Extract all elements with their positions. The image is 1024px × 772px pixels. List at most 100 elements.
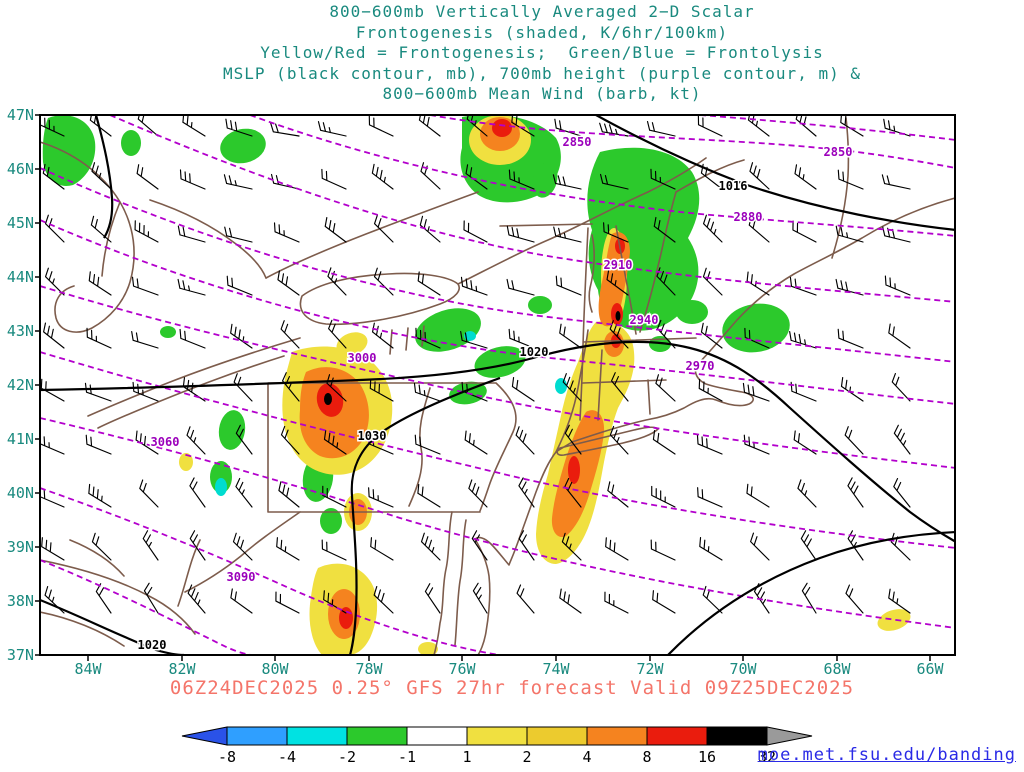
wind-barb	[884, 275, 911, 296]
wind-barb	[606, 270, 629, 296]
wind-barb	[132, 381, 159, 402]
site-link[interactable]: moe.met.fsu.edu/banding	[757, 745, 1016, 765]
wind-barb	[373, 214, 394, 243]
wind-barb	[835, 225, 864, 243]
mslp-contour-label: 1020	[520, 345, 549, 359]
wind-barb	[652, 430, 676, 455]
wind-barb	[837, 169, 864, 190]
wind-barb	[142, 530, 159, 561]
wind-barb	[746, 271, 770, 296]
wind-barb	[90, 215, 112, 243]
frontogenesis-shading-yellow	[179, 115, 911, 655]
wind-barb	[801, 582, 817, 614]
wind-barb	[837, 328, 864, 349]
lat-tick-label: 46N	[7, 160, 34, 178]
wind-barb	[235, 424, 253, 455]
colorbar-tick-label: -1	[398, 748, 416, 766]
wind-barb	[371, 163, 394, 190]
colorbar-segment	[466, 726, 528, 746]
height-contours-700mb	[40, 115, 955, 655]
wind-barb	[564, 477, 582, 508]
wind-barb	[468, 479, 488, 508]
wind-barb	[794, 164, 817, 190]
colorbar-tick-label: 32	[758, 748, 776, 766]
wind-barb	[748, 215, 770, 243]
wind-barb	[554, 118, 582, 137]
lon-tick-label: 66W	[916, 660, 944, 678]
wind-barb	[230, 588, 253, 614]
wind-barb	[696, 434, 723, 455]
colorbar-tick-label: 2	[522, 748, 531, 766]
colorbar-segment	[586, 726, 648, 746]
wind-barb	[888, 588, 911, 614]
map-content: 2850 2850 2880 2910 2940 2970 3000 3060 …	[40, 115, 955, 655]
wind-barb	[844, 426, 864, 455]
colorbar-tick-label: 16	[698, 748, 716, 766]
wind-barb	[845, 584, 864, 614]
wind-barb	[888, 323, 911, 349]
wind-barb	[506, 278, 535, 296]
wind-barb	[370, 537, 394, 561]
wind-barb	[646, 120, 676, 137]
wind-barb	[317, 121, 347, 137]
wind-barb	[697, 487, 723, 508]
lat-tick-label: 47N	[7, 106, 34, 124]
wind-barb	[793, 430, 817, 455]
wind-barb	[555, 275, 582, 296]
state-borders	[265, 117, 850, 513]
height-contour-label: 2970	[686, 359, 715, 373]
wind-barb	[182, 377, 206, 402]
height-contour-label: 2940	[630, 313, 659, 327]
wind-barb	[88, 483, 112, 508]
wind-barb	[327, 267, 347, 296]
wind-barb	[508, 328, 535, 349]
lat-tick-label: 42N	[7, 376, 34, 394]
height-contour-label: 3000	[348, 351, 377, 365]
wind-barb	[699, 536, 723, 561]
wind-barb	[40, 434, 65, 455]
wind-barb	[698, 378, 723, 402]
wind-barb	[282, 372, 300, 402]
colorbar-tick-label: -2	[338, 748, 356, 766]
wind-barb	[702, 585, 723, 614]
colorbar-segment	[346, 726, 408, 746]
wind-barb	[552, 174, 582, 190]
title-line-4: MSLP (black contour, mb), 700mb height (…	[223, 63, 861, 83]
wind-barb	[177, 225, 206, 243]
title-line-2: Frontogenesis (shaded, K/6hr/100km)	[355, 22, 729, 42]
wind-barb	[700, 322, 723, 349]
wind-barb	[652, 590, 676, 614]
mslp-contour-label: 1016	[719, 179, 748, 193]
colorbar-tick-label: 4	[582, 748, 591, 766]
wind-barb	[559, 323, 582, 349]
wind-barb	[465, 164, 488, 190]
colorbar-segment	[226, 726, 288, 746]
wind-barb	[41, 537, 65, 561]
wind-barb	[789, 276, 817, 296]
wind-barb	[800, 530, 817, 561]
wind-barb	[797, 479, 817, 508]
wind-barb	[795, 115, 817, 137]
wind-barb	[276, 537, 300, 561]
wind-barb	[749, 162, 770, 190]
wind-barb	[553, 226, 582, 243]
wind-barb	[893, 424, 911, 455]
lon-tick-label: 84W	[74, 660, 102, 678]
wind-barb	[189, 477, 206, 508]
wind-barb	[420, 532, 441, 561]
wind-barb	[277, 270, 300, 296]
mslp-contours	[40, 115, 955, 655]
wind-barb	[651, 485, 676, 508]
wind-barb	[881, 174, 911, 190]
wind-barb	[326, 374, 347, 402]
lon-tick-label: 78W	[355, 660, 383, 678]
wind-barb	[562, 373, 582, 402]
wind-barb	[323, 590, 347, 614]
wind-barb	[373, 267, 394, 296]
wind-barb	[89, 115, 112, 137]
lon-axis: 84W 82W 80W 78W 76W 74W 72W 70W 68W 66W	[74, 660, 944, 678]
map-frame	[39, 114, 956, 656]
lon-tick-label: 72W	[636, 660, 664, 678]
height-contour-label: 2910	[604, 258, 633, 272]
